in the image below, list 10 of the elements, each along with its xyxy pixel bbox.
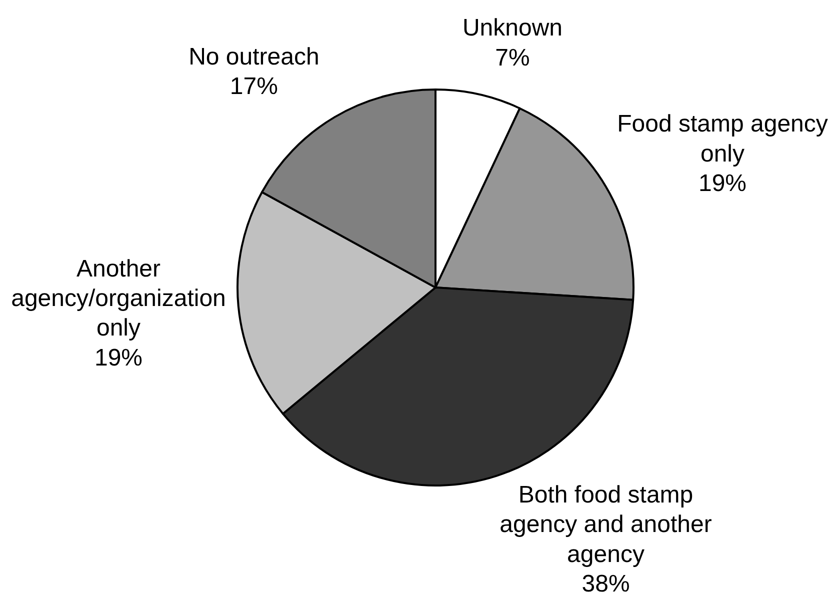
slice-label: Both food stamp agency and another agency [500, 481, 712, 568]
slice-label: Another agency/organization only [11, 255, 226, 342]
data-label: 38% [582, 570, 630, 598]
data-label: 19% [698, 170, 747, 198]
slice-label: Food stamp agency only [617, 110, 828, 168]
data-label: 19% [94, 344, 143, 372]
data-label: 7% [495, 44, 530, 72]
data-label: 17% [230, 73, 278, 100]
slice-label: No outreach [188, 43, 320, 70]
slice-label: Unknown [462, 14, 563, 42]
